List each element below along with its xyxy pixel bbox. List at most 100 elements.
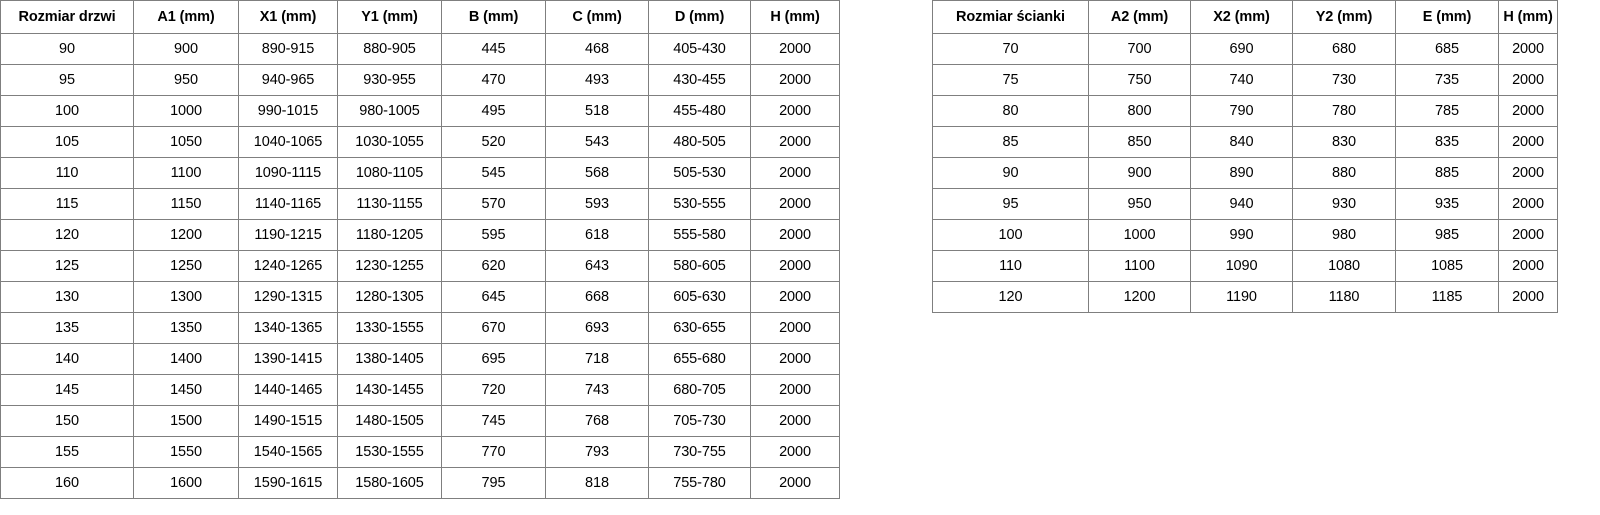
table-cell: 2000: [750, 64, 840, 96]
table-cell: 580-605: [648, 250, 751, 282]
table-cell: 555-580: [648, 219, 751, 251]
table-cell: 543: [545, 126, 649, 158]
table-cell: 480-505: [648, 126, 751, 158]
door-table-column-header: Rozmiar drzwi: [0, 0, 134, 34]
table-cell: 2000: [750, 188, 840, 220]
table-cell: 2000: [1498, 250, 1558, 282]
table-row: 145 1450 1440-1465 1430-1455 720 743 680-705 20…: [0, 374, 840, 406]
table-row: 135 1350 1340-1365 1330-1555 670 693 630-655 20…: [0, 312, 840, 344]
table-cell: 2000: [750, 281, 840, 313]
table-cell: 90: [932, 157, 1089, 189]
table-cell: 1000: [1088, 219, 1191, 251]
table-cell: 930-955: [337, 64, 442, 96]
table-cell: 1200: [133, 219, 239, 251]
table-cell: 2000: [1498, 188, 1558, 220]
table-cell: 880: [1292, 157, 1396, 189]
table-cell: 985: [1395, 219, 1499, 251]
table-cell: 1090-1115: [238, 157, 338, 189]
table-cell: 835: [1395, 126, 1499, 158]
table-cell: 95: [932, 188, 1089, 220]
table-cell: 840: [1190, 126, 1293, 158]
table-cell: 880-905: [337, 33, 442, 65]
table-row: 115 1150 1140-1165 1130-1155 570 593 530-555 20…: [0, 188, 840, 220]
table-cell: 2000: [750, 219, 840, 251]
table-row: 120 1200 1190-1215 1180-1205 595 618 555-580 20…: [0, 219, 840, 251]
door-table-column-header: Y1 (mm): [337, 0, 442, 34]
table-cell: 1000: [133, 95, 239, 127]
table-cell: 890: [1190, 157, 1293, 189]
table-cell: 1400: [133, 343, 239, 375]
table-cell: 120: [0, 219, 134, 251]
table-cell: 2000: [750, 126, 840, 158]
table-cell: 2000: [750, 33, 840, 65]
table-cell: 2000: [1498, 95, 1558, 127]
table-cell: 1440-1465: [238, 374, 338, 406]
table-cell: 605-630: [648, 281, 751, 313]
table-cell: 1330-1555: [337, 312, 442, 344]
table-cell: 830: [1292, 126, 1396, 158]
table-cell: 1130-1155: [337, 188, 442, 220]
table-cell: 1450: [133, 374, 239, 406]
wall-table-column-header: A2 (mm): [1088, 0, 1191, 34]
table-cell: 2000: [1498, 281, 1558, 313]
table-cell: 630-655: [648, 312, 751, 344]
table-cell: 160: [0, 467, 134, 499]
table-cell: 1380-1405: [337, 343, 442, 375]
table-cell: 130: [0, 281, 134, 313]
table-cell: 105: [0, 126, 134, 158]
wall-table-column-header: E (mm): [1395, 0, 1499, 34]
table-row: 80 800 790 780 785 2000: [932, 95, 1558, 127]
table-cell: 695: [441, 343, 546, 375]
table-cell: 1490-1515: [238, 405, 338, 437]
table-cell: 890-915: [238, 33, 338, 65]
table-cell: 730-755: [648, 436, 751, 468]
table-cell: 1300: [133, 281, 239, 313]
table-cell: 1080-1105: [337, 157, 442, 189]
table-row: 160 1600 1590-1615 1580-1605 795 818 755-780 20…: [0, 467, 840, 499]
table-cell: 645: [441, 281, 546, 313]
table-cell: 1100: [1088, 250, 1191, 282]
table-cell: 405-430: [648, 33, 751, 65]
table-cell: 755-780: [648, 467, 751, 499]
door-table-column-header: X1 (mm): [238, 0, 338, 34]
table-cell: 90: [0, 33, 134, 65]
table-cell: 150: [0, 405, 134, 437]
table-cell: 670: [441, 312, 546, 344]
table-cell: 2000: [750, 436, 840, 468]
table-row: 110 1100 1090 1080 1085 2000: [932, 250, 1558, 282]
table-cell: 1540-1565: [238, 436, 338, 468]
table-cell: 1190: [1190, 281, 1293, 313]
table-cell: 1600: [133, 467, 239, 499]
table-cell: 720: [441, 374, 546, 406]
wall-table-body: 70 700 690 680 685 2000 75 750 740 730 735 2000 80 80…: [932, 33, 1558, 313]
table-cell: 680: [1292, 33, 1396, 65]
table-header-row: Rozmiar ścianki A2 (mm) X2 (mm) Y2 (mm) E (m…: [932, 0, 1558, 34]
table-cell: 505-530: [648, 157, 751, 189]
table-cell: 1190-1215: [238, 219, 338, 251]
table-cell: 1090: [1190, 250, 1293, 282]
table-cell: 680-705: [648, 374, 751, 406]
table-cell: 493: [545, 64, 649, 96]
table-cell: 120: [932, 281, 1089, 313]
wall-panel-size-table: Rozmiar ścianki A2 (mm) X2 (mm) Y2 (mm) E (m…: [932, 0, 1558, 313]
table-cell: 100: [932, 219, 1089, 251]
table-cell: 2000: [750, 405, 840, 437]
table-cell: 740: [1190, 64, 1293, 96]
table-cell: 155: [0, 436, 134, 468]
table-cell: 1240-1265: [238, 250, 338, 282]
table-cell: 1040-1065: [238, 126, 338, 158]
table-row: 105 1050 1040-1065 1030-1055 520 543 480-505 20…: [0, 126, 840, 158]
table-cell: 990-1015: [238, 95, 338, 127]
table-row: 125 1250 1240-1265 1230-1255 620 643 580-605 20…: [0, 250, 840, 282]
table-cell: 950: [133, 64, 239, 96]
door-table-header: Rozmiar drzwi A1 (mm) X1 (mm) Y1 (mm) B (mm)…: [0, 0, 840, 34]
table-cell: 70: [932, 33, 1089, 65]
table-row: 100 1000 990-1015 980-1005 495 518 455-480 2000: [0, 95, 840, 127]
table-cell: 2000: [750, 467, 840, 499]
table-cell: 718: [545, 343, 649, 375]
table-cell: 95: [0, 64, 134, 96]
table-cell: 620: [441, 250, 546, 282]
table-cell: 1290-1315: [238, 281, 338, 313]
table-cell: 568: [545, 157, 649, 189]
